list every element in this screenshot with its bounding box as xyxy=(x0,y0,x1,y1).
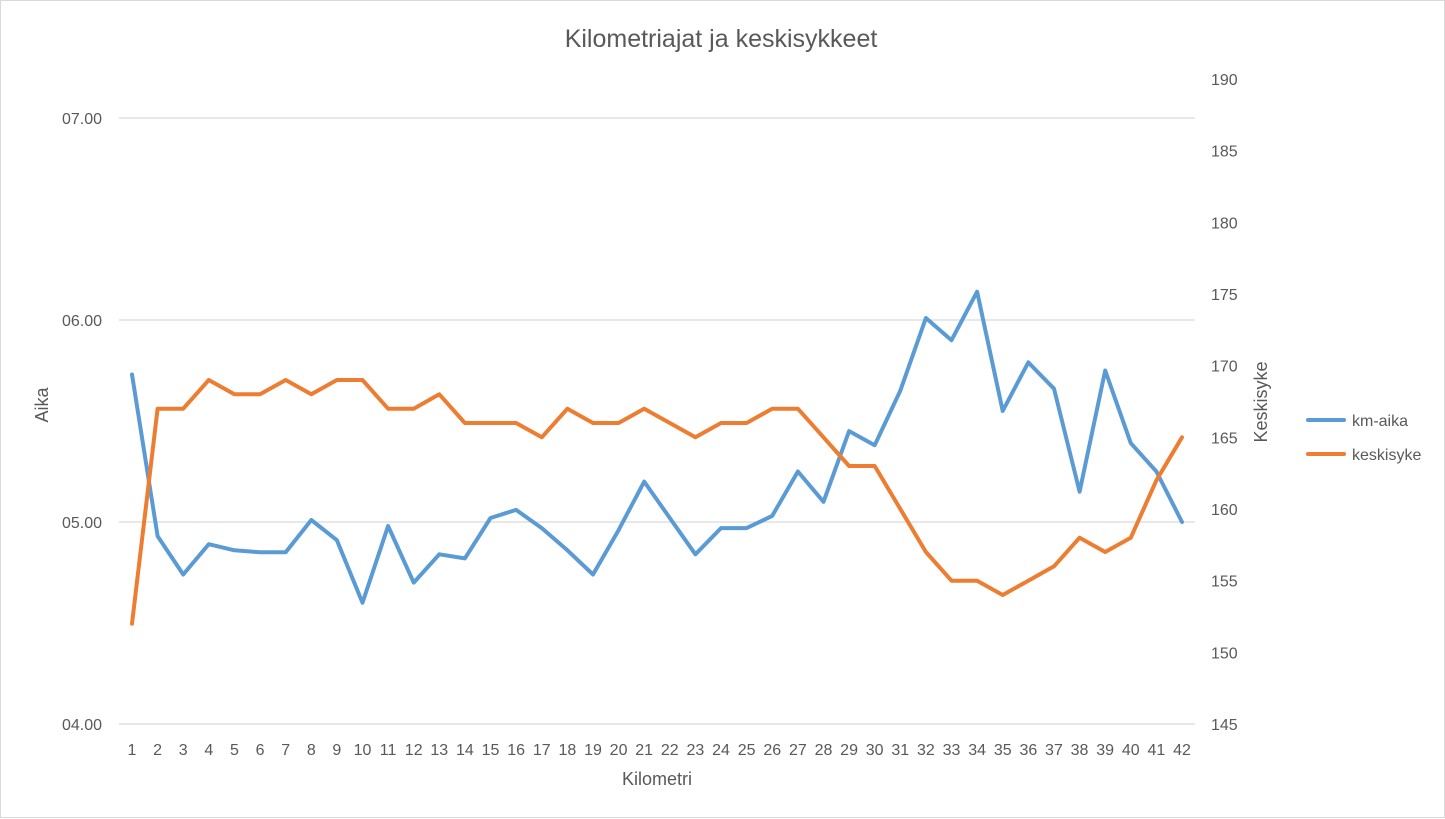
x-tick-label: 13 xyxy=(430,742,448,759)
x-tick-label: 11 xyxy=(380,742,397,759)
x-tick-label: 16 xyxy=(507,742,525,759)
x-tick-label: 26 xyxy=(763,742,781,759)
x-tick-label: 15 xyxy=(482,742,500,759)
x-tick-label: 18 xyxy=(558,742,576,759)
y-right-tick-label: 150 xyxy=(1211,645,1238,662)
x-tick-label: 6 xyxy=(256,742,265,759)
legend-label: km-aika xyxy=(1352,413,1408,430)
y-left-tick-label: 04.00 xyxy=(62,717,102,734)
x-tick-label: 20 xyxy=(610,742,628,759)
legend: km-aika keskisyke xyxy=(1306,413,1421,464)
legend-label: keskisyke xyxy=(1352,447,1421,464)
y-right-tick-label: 160 xyxy=(1211,502,1238,519)
x-tick-label: 21 xyxy=(635,742,653,759)
x-tick-label: 1 xyxy=(128,742,137,759)
x-axis-title: Kilometri xyxy=(622,769,692,789)
y-left-tick-label: 06.00 xyxy=(62,313,102,330)
x-tick-label: 35 xyxy=(994,742,1012,759)
y-left-axis-title: Aika xyxy=(32,387,52,423)
x-tick-label: 25 xyxy=(738,742,756,759)
x-tick-label: 42 xyxy=(1173,742,1191,759)
y-right-tick-label: 145 xyxy=(1211,717,1238,734)
x-tick-label: 4 xyxy=(204,742,213,759)
x-tick-label: 32 xyxy=(917,742,935,759)
y-left-tick-label: 07.00 xyxy=(62,111,102,128)
y-right-tick-label: 170 xyxy=(1211,359,1238,376)
gridlines xyxy=(119,117,1195,725)
x-tick-label: 40 xyxy=(1122,742,1140,759)
y-right-tick-label: 155 xyxy=(1211,574,1238,591)
x-tick-label: 39 xyxy=(1096,742,1114,759)
x-tick-label: 10 xyxy=(354,742,372,759)
x-tick-label: 41 xyxy=(1147,742,1165,759)
x-tick-label: 27 xyxy=(789,742,807,759)
y-right-tick-label: 175 xyxy=(1211,287,1238,304)
x-tick-label: 33 xyxy=(943,742,961,759)
x-tick-label: 29 xyxy=(840,742,858,759)
chart-title: Kilometriajat ja keskisykkeet xyxy=(565,25,878,53)
x-tick-label: 19 xyxy=(584,742,602,759)
left-axis-ticks: 04.00 05.00 06.00 07.00 xyxy=(62,111,102,734)
x-tick-label: 9 xyxy=(332,742,341,759)
x-tick-label: 8 xyxy=(307,742,316,759)
x-tick-label: 5 xyxy=(230,742,239,759)
x-tick-label: 14 xyxy=(456,742,474,759)
x-tick-label: 17 xyxy=(533,742,551,759)
series-line-keskisyke xyxy=(130,378,1184,626)
x-tick-label: 2 xyxy=(153,742,162,759)
y-right-axis-title: Keskisyke xyxy=(1251,361,1271,442)
x-tick-label: 7 xyxy=(281,742,290,759)
x-tick-label: 22 xyxy=(661,742,679,759)
x-tick-label: 28 xyxy=(815,742,833,759)
x-tick-label: 31 xyxy=(891,742,909,759)
y-right-tick-label: 185 xyxy=(1211,144,1238,161)
x-tick-label: 30 xyxy=(866,742,884,759)
y-right-tick-label: 190 xyxy=(1211,72,1238,89)
x-tick-label: 12 xyxy=(405,742,423,759)
series-line-km-aika xyxy=(130,289,1184,605)
x-tick-label: 23 xyxy=(687,742,705,759)
x-tick-label: 34 xyxy=(968,742,986,759)
x-tick-label: 37 xyxy=(1045,742,1063,759)
x-tick-label: 38 xyxy=(1071,742,1089,759)
x-tick-label: 36 xyxy=(1019,742,1037,759)
x-tick-label: 3 xyxy=(179,742,188,759)
y-right-tick-label: 165 xyxy=(1211,430,1238,447)
y-right-tick-label: 180 xyxy=(1211,215,1238,232)
x-axis-ticks: 1 2 3 4 5 6 7 8 9 10 11 12 13 14 15 16 17 18 19 20 21 22 23 24 2… xyxy=(128,742,1191,759)
right-axis-ticks: 145 150 155 160 165 170 175 180 185 190 xyxy=(1211,72,1238,734)
series-lines xyxy=(130,289,1184,626)
x-tick-label: 24 xyxy=(712,742,730,759)
y-left-tick-label: 05.00 xyxy=(62,515,102,532)
